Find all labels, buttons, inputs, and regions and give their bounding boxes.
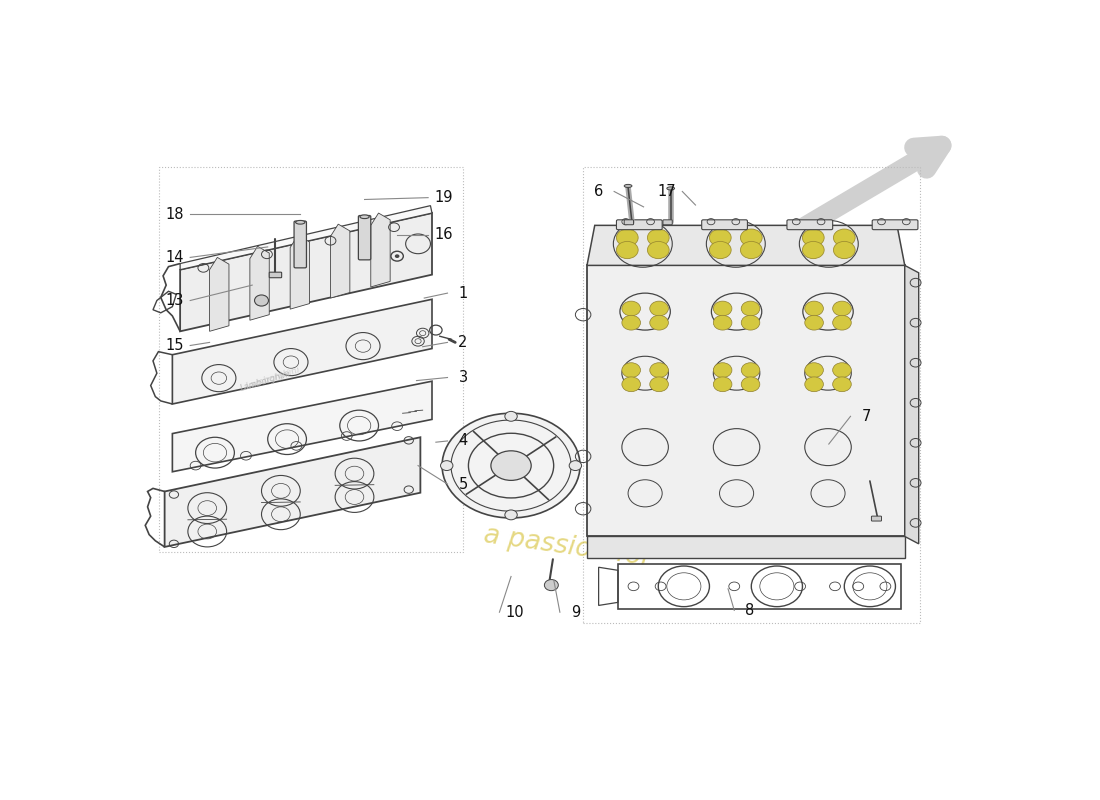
Circle shape <box>713 315 732 330</box>
Circle shape <box>650 315 669 330</box>
Circle shape <box>741 315 760 330</box>
Text: Lamborghini: Lamborghini <box>245 365 301 391</box>
Text: 9: 9 <box>571 605 580 620</box>
Circle shape <box>254 295 268 306</box>
Circle shape <box>833 315 851 330</box>
Text: 17: 17 <box>658 184 676 199</box>
FancyBboxPatch shape <box>624 220 634 225</box>
Text: 5: 5 <box>459 477 468 491</box>
Circle shape <box>505 411 517 422</box>
Polygon shape <box>165 438 420 547</box>
Circle shape <box>833 377 851 392</box>
Ellipse shape <box>667 187 674 190</box>
Circle shape <box>802 229 824 246</box>
Circle shape <box>650 377 669 392</box>
Circle shape <box>544 579 559 590</box>
Text: 10: 10 <box>506 605 525 620</box>
Circle shape <box>741 362 760 378</box>
Circle shape <box>713 362 732 378</box>
Circle shape <box>569 461 582 470</box>
Circle shape <box>834 242 855 258</box>
Text: 13: 13 <box>165 293 184 308</box>
Ellipse shape <box>624 184 631 187</box>
Circle shape <box>741 301 760 316</box>
Polygon shape <box>173 382 432 472</box>
FancyBboxPatch shape <box>616 220 662 230</box>
Polygon shape <box>180 213 432 331</box>
Text: Lamborghini: Lamborghini <box>239 369 292 393</box>
Polygon shape <box>290 235 309 309</box>
Circle shape <box>833 362 851 378</box>
Circle shape <box>710 229 732 246</box>
FancyBboxPatch shape <box>663 220 672 225</box>
Circle shape <box>505 510 517 520</box>
Ellipse shape <box>296 221 305 224</box>
Circle shape <box>740 229 762 246</box>
Circle shape <box>648 242 669 258</box>
Text: 2: 2 <box>459 335 468 350</box>
Text: 19: 19 <box>434 190 453 205</box>
Polygon shape <box>371 213 390 287</box>
Circle shape <box>805 301 824 316</box>
Polygon shape <box>210 258 229 331</box>
Circle shape <box>833 301 851 316</box>
Circle shape <box>440 461 453 470</box>
Circle shape <box>741 377 760 392</box>
Circle shape <box>621 301 640 316</box>
Polygon shape <box>587 537 904 558</box>
Polygon shape <box>904 266 918 544</box>
Circle shape <box>710 242 732 258</box>
FancyBboxPatch shape <box>702 220 747 230</box>
Text: 8: 8 <box>745 603 755 618</box>
Circle shape <box>740 242 762 258</box>
Text: 18: 18 <box>165 206 184 222</box>
Circle shape <box>650 362 669 378</box>
Text: 4: 4 <box>459 434 468 449</box>
Circle shape <box>805 377 824 392</box>
Polygon shape <box>173 299 432 404</box>
Circle shape <box>650 301 669 316</box>
Polygon shape <box>330 224 350 298</box>
Circle shape <box>805 315 824 330</box>
Circle shape <box>802 242 824 258</box>
Circle shape <box>616 242 638 258</box>
Circle shape <box>648 229 669 246</box>
Text: 1: 1 <box>459 286 468 301</box>
Circle shape <box>834 229 855 246</box>
FancyBboxPatch shape <box>359 215 371 260</box>
Text: 3: 3 <box>459 370 468 385</box>
FancyBboxPatch shape <box>871 516 881 521</box>
Text: 15: 15 <box>165 338 184 353</box>
Ellipse shape <box>442 414 580 518</box>
FancyBboxPatch shape <box>270 272 282 278</box>
Ellipse shape <box>491 451 531 480</box>
Polygon shape <box>250 246 270 320</box>
FancyBboxPatch shape <box>294 221 307 268</box>
Polygon shape <box>180 206 432 270</box>
Circle shape <box>621 315 640 330</box>
Polygon shape <box>587 266 904 537</box>
Circle shape <box>805 362 824 378</box>
Text: a passion for: a passion for <box>482 522 653 571</box>
Circle shape <box>621 377 640 392</box>
Text: 7: 7 <box>861 409 871 424</box>
Circle shape <box>621 362 640 378</box>
Circle shape <box>713 301 732 316</box>
Circle shape <box>616 229 638 246</box>
Text: 14: 14 <box>165 250 184 265</box>
Circle shape <box>395 254 399 258</box>
Text: 6: 6 <box>594 184 603 199</box>
Polygon shape <box>587 226 904 266</box>
Circle shape <box>713 377 732 392</box>
Text: 16: 16 <box>434 227 453 242</box>
Text: IPS: IPS <box>661 284 884 401</box>
Ellipse shape <box>360 215 370 218</box>
FancyBboxPatch shape <box>786 220 833 230</box>
FancyBboxPatch shape <box>872 220 917 230</box>
